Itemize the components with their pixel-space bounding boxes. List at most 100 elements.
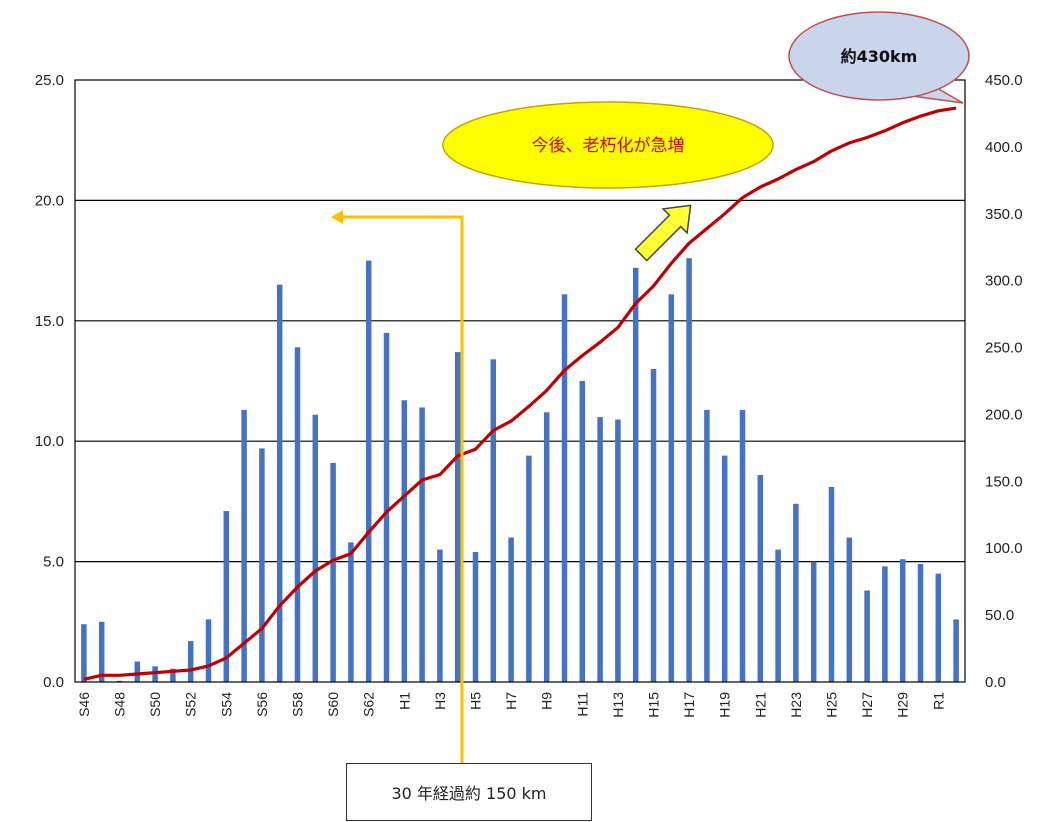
bar-H12 [597,417,603,682]
bar-S46 [81,624,87,682]
x-tick-label: R1 [930,692,946,710]
x-tick-label: S60 [325,692,341,717]
bar-H4 [454,352,461,682]
x-tick-label: S54 [218,692,234,717]
bar-S56 [259,448,265,682]
bar-H7 [508,537,514,682]
bar-H22 [775,549,781,682]
trend-arrow [634,204,692,262]
bar-H1 [401,400,408,682]
trend-callout: 今後、老朽化が急増 [442,101,774,189]
bar-S58 [294,347,301,682]
x-tick-label: H15 [646,692,662,718]
bar-S60 [330,462,336,682]
left-tick-label: 25.0 [35,72,64,89]
x-tick-label: H23 [788,692,804,718]
gridlines [75,199,965,563]
bar-H21 [757,474,764,682]
bar-S47 [98,621,105,682]
bar-H17 [686,258,692,682]
x-tick-label: H17 [681,692,697,718]
right-tick-label: 150.0 [985,473,1023,490]
bar-H19 [721,455,728,682]
bar-S49 [134,661,141,682]
x-tick-label: H5 [468,692,484,710]
x-tick-label: S46 [76,692,92,717]
thirty-year-note: 30 年経過約 150 km [346,763,592,821]
x-tick-label: H9 [539,692,555,710]
right-tick-label: 400.0 [985,139,1023,156]
left-tick-label: 5.0 [43,554,64,571]
right-tick-label: 450.0 [985,72,1023,89]
x-tick-label: S48 [112,692,128,717]
x-tick-label: H13 [610,692,626,718]
bar-S62 [365,260,372,682]
bar-H25 [828,486,835,682]
bar-S52 [187,641,194,682]
bar-H27 [864,590,870,682]
cumulative-line [83,106,957,681]
bar-H26 [846,537,853,682]
total-callout-text: 約430km [841,47,918,66]
bar-H2 [419,407,425,682]
right-tick-label: 250.0 [985,340,1023,357]
bar-H6 [490,359,497,682]
x-tick-label: H11 [574,692,590,717]
x-axis-ticks: S46 S48 S50 S52 S54 S56 S58 S60 S62 H1 H3 H5 H7 H9 H11… [76,692,946,718]
bar-H16 [668,294,675,682]
bar-S61 [348,542,354,682]
x-tick-label: H7 [503,692,519,710]
bar-S48 [116,680,123,682]
bar-H23 [793,503,799,682]
x-tick-label: S56 [254,692,270,717]
right-tick-label: 350.0 [985,206,1023,223]
x-tick-label: S52 [183,692,199,717]
x-tick-label: S50 [147,692,163,717]
bar-R1 [935,573,942,682]
thirty-year-note-text: 30 年経過約 150 km [391,784,547,803]
bar-S51 [170,668,176,682]
total-callout: 約430km [788,11,970,104]
x-tick-label: H19 [717,692,733,718]
bar-S59 [312,414,319,682]
bar-S55 [241,409,247,682]
bar-H14 [632,267,639,682]
x-tick-label: H21 [752,692,768,718]
bar-H30 [917,564,924,682]
bar-S57 [276,284,283,682]
plot-frame [74,79,966,683]
x-tick-label: H1 [396,692,412,710]
bar-H24 [810,561,817,682]
x-tick-label: H3 [432,692,448,710]
right-tick-label: 0.0 [985,674,1006,691]
bar-series [81,258,959,682]
left-tick-label: 20.0 [35,192,64,209]
bar-H10 [561,294,568,682]
bar-H18 [704,409,710,682]
bar-S54 [223,511,230,682]
bar-H13 [615,419,621,682]
bar-H15 [650,368,657,682]
right-tick-label: 300.0 [985,273,1023,290]
plot-border [74,79,966,683]
bar-H29 [899,559,906,682]
bar-H20 [739,409,746,682]
bar-H28 [882,566,888,682]
x-tick-label: S58 [290,692,306,717]
left-tick-label: 0.0 [43,674,64,691]
x-tick-label: H25 [824,692,840,718]
thirty-year-marker [331,210,464,763]
bar-S63 [383,332,390,682]
right-tick-label: 100.0 [985,540,1023,557]
right-tick-label: 50.0 [985,607,1014,624]
left-axis-ticks: 0.0 5.0 10.0 15.0 20.0 25.0 [35,72,64,691]
bar-H9 [543,412,550,682]
x-tick-label: H29 [895,692,911,718]
left-tick-label: 15.0 [35,313,64,330]
bar-H11 [579,381,586,682]
bar-S53 [205,619,212,682]
x-tick-label: H27 [859,692,875,718]
bar-H8 [526,455,532,682]
x-tick-label: S62 [361,692,377,717]
